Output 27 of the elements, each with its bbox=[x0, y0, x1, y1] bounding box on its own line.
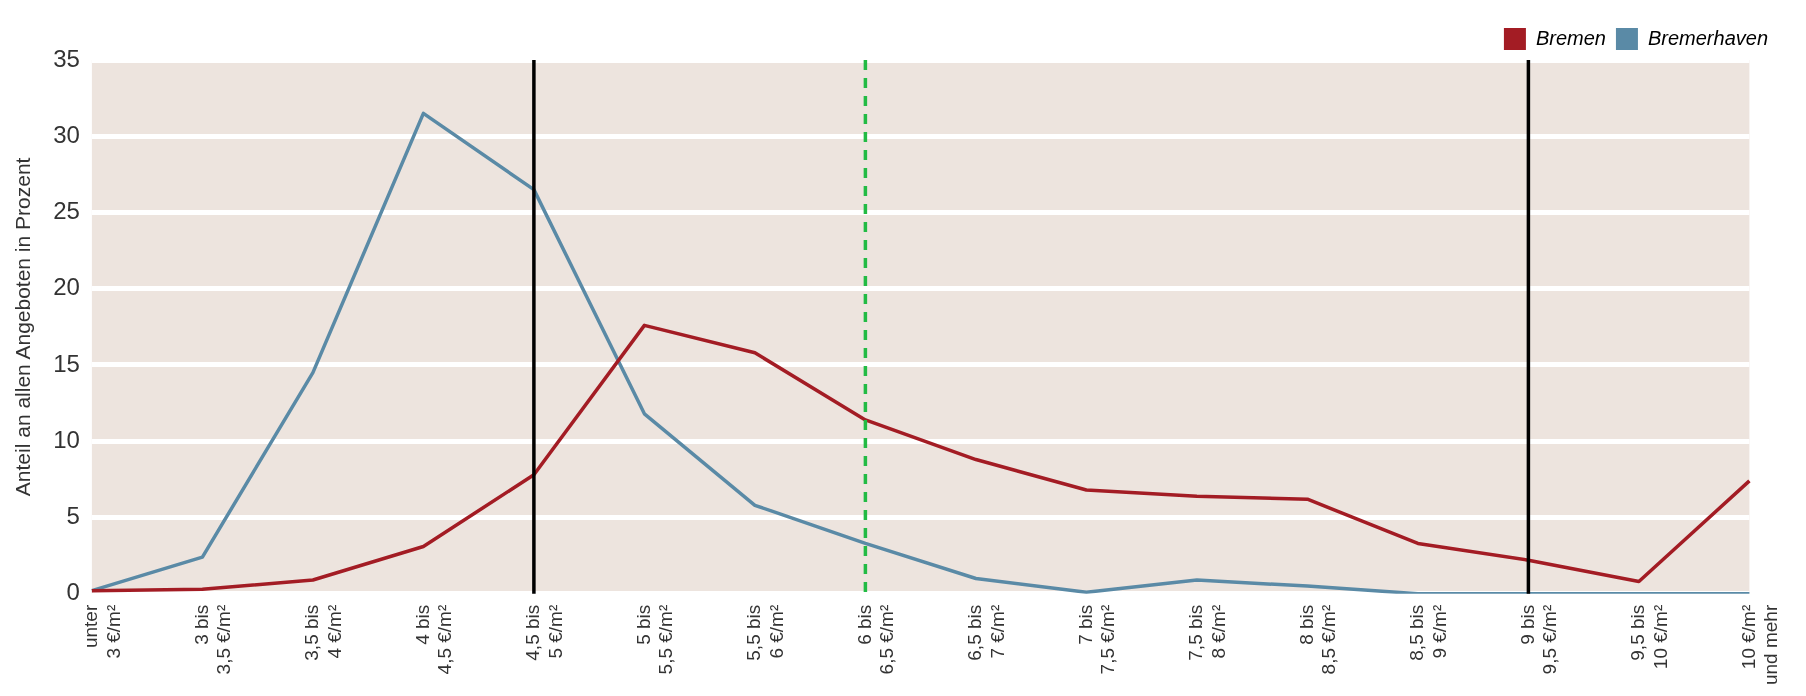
x-tick-label: 5 bis 5,5 €/m² bbox=[632, 604, 677, 675]
x-tick-label: 7,5 bis 8 €/m² bbox=[1185, 604, 1229, 661]
x-tick-label: 3 bis 3,5 €/m² bbox=[190, 604, 235, 675]
x-tick-label: 4 bis 4,5 €/m² bbox=[411, 604, 456, 675]
y-tick-label: 10 bbox=[53, 425, 80, 453]
x-tick-label: 6,5 bis 7 €/m² bbox=[964, 604, 1008, 661]
x-tick-label: 9 bis 9,5 €/m² bbox=[1516, 604, 1561, 675]
y-tick-label: 0 bbox=[66, 578, 80, 606]
x-tick-label: 4,5 bis 5 €/m² bbox=[522, 604, 566, 661]
x-tick-label: unter 3 €/m² bbox=[80, 604, 124, 659]
y-tick-label: 20 bbox=[53, 273, 80, 301]
legend-label: Bremen bbox=[1535, 26, 1606, 49]
x-tick-label: 8 bis 8,5 €/m² bbox=[1295, 604, 1340, 675]
x-tick-label: 8,5 bis 9 €/m² bbox=[1406, 604, 1450, 661]
y-tick-label: 15 bbox=[53, 349, 80, 377]
y-tick-label: 25 bbox=[53, 197, 80, 225]
x-tick-label: 10 €/m² und mehr bbox=[1737, 604, 1782, 686]
x-tick-label: 6 bis 6,5 €/m² bbox=[853, 604, 898, 675]
x-tick-label: 3,5 bis 4 €/m² bbox=[301, 604, 345, 661]
y-tick-label: 35 bbox=[53, 44, 80, 72]
legend-label: Bremerhaven bbox=[1647, 26, 1768, 49]
y-tick-label: 30 bbox=[53, 120, 80, 148]
x-tick-label: 5,5 bis 6 €/m² bbox=[743, 604, 787, 661]
x-tick-label: 9,5 bis 10 €/m² bbox=[1627, 604, 1671, 670]
y-axis-title: Anteil an allen Angeboten in Prozent bbox=[11, 157, 35, 497]
x-tick-label: 7 bis 7,5 €/m² bbox=[1074, 604, 1119, 675]
y-tick-label: 5 bbox=[66, 502, 80, 530]
